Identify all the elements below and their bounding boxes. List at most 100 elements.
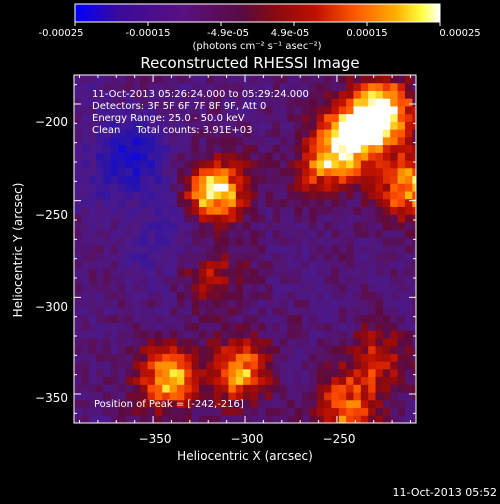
heatmap-cell — [360, 299, 369, 308]
heatmap-cell — [397, 260, 406, 269]
heatmap-cell — [132, 415, 141, 423]
heatmap-cell — [272, 345, 281, 354]
heatmap-cell — [206, 82, 215, 91]
heatmap-cell — [118, 353, 126, 362]
heatmap-cell — [346, 260, 354, 269]
heatmap-cell — [103, 399, 112, 409]
heatmap-cell — [375, 129, 384, 138]
heatmap-cell — [302, 237, 310, 246]
heatmap-cell — [309, 245, 318, 254]
heatmap-cell — [221, 291, 229, 300]
heatmap-cell — [353, 376, 362, 385]
heatmap-cell — [169, 198, 178, 207]
heatmap-cell — [272, 113, 281, 122]
heatmap-cell — [132, 252, 141, 262]
heatmap-cell — [382, 322, 391, 331]
heatmap-cell — [81, 237, 90, 246]
heatmap-cell — [118, 337, 126, 347]
heatmap-cell — [235, 167, 244, 177]
heatmap-cell — [412, 198, 416, 207]
heatmap-cell — [162, 82, 171, 91]
x-axis-label: Heliocentric X (arcsec) — [177, 449, 313, 463]
heatmap-cell — [147, 384, 156, 393]
heatmap-cell — [235, 221, 244, 231]
heatmap-cell — [279, 260, 288, 269]
heatmap-cell — [294, 136, 303, 146]
heatmap-cell — [147, 82, 156, 91]
heatmap-cell — [81, 160, 90, 169]
heatmap-cell — [287, 191, 296, 200]
heatmap-cell — [118, 260, 126, 269]
heatmap-cell — [88, 75, 97, 84]
heatmap-cell — [74, 152, 82, 161]
heatmap-cell — [228, 291, 237, 300]
heatmap-cell — [96, 198, 104, 207]
heatmap-cell — [294, 407, 303, 416]
heatmap-cell — [265, 75, 274, 84]
heatmap-cell — [272, 322, 281, 331]
heatmap-cell — [272, 198, 281, 207]
heatmap-cell — [235, 361, 244, 370]
heatmap-cell — [118, 361, 126, 370]
heatmap-cell — [353, 330, 362, 339]
heatmap-cell — [147, 75, 156, 84]
heatmap-cell — [96, 183, 104, 192]
heatmap-cell — [228, 129, 237, 138]
heatmap-cell — [375, 152, 384, 161]
heatmap-cell — [272, 283, 281, 293]
heatmap-cell — [368, 237, 377, 246]
heatmap-cell — [221, 206, 229, 215]
heatmap-cell — [235, 268, 244, 277]
heatmap-cell — [162, 299, 171, 308]
heatmap-cell — [243, 384, 252, 393]
heatmap-cell — [154, 268, 163, 277]
heatmap-cell — [96, 245, 104, 254]
heatmap-cell — [316, 276, 325, 285]
heatmap-cell — [103, 191, 112, 200]
heatmap-cell — [213, 175, 222, 184]
heatmap-cell — [140, 407, 149, 416]
heatmap-cell — [176, 98, 185, 107]
heatmap-cell — [346, 183, 354, 192]
heatmap-cell — [397, 75, 406, 84]
heatmap-cell — [162, 129, 171, 138]
heatmap-cell — [118, 167, 126, 177]
heatmap-cell — [110, 384, 119, 393]
heatmap-cell — [279, 175, 288, 184]
heatmap-cell — [140, 361, 149, 370]
heatmap-cell — [176, 82, 185, 91]
heatmap-cell — [309, 299, 318, 308]
heatmap-cell — [221, 368, 229, 378]
heatmap-cell — [147, 198, 156, 207]
heatmap-cell — [169, 314, 178, 323]
heatmap-cell — [353, 291, 362, 300]
heatmap-cell — [184, 105, 193, 115]
heatmap-cell — [360, 314, 369, 323]
heatmap-cell — [176, 183, 185, 192]
heatmap-cell — [228, 337, 237, 347]
heatmap-cell — [250, 175, 259, 184]
heatmap-cell — [235, 330, 244, 339]
heatmap-cell — [199, 183, 207, 192]
heatmap-cell — [412, 337, 416, 347]
heatmap-cell — [257, 407, 266, 416]
heatmap-cell — [206, 314, 215, 323]
colorbar — [74, 3, 441, 23]
heatmap-cell — [132, 214, 141, 223]
heatmap-cell — [243, 82, 252, 91]
heatmap-cell — [132, 384, 141, 393]
heatmap-cell — [184, 361, 193, 370]
heatmap-cell — [96, 229, 104, 238]
heatmap-cell — [302, 245, 310, 254]
heatmap-cell — [74, 221, 82, 231]
heatmap-cell — [397, 322, 406, 331]
heatmap-cell — [360, 191, 369, 200]
heatmap-cell — [110, 221, 119, 231]
heatmap-cell — [390, 90, 399, 99]
heatmap-cell — [338, 198, 347, 207]
heatmap-cell — [81, 314, 90, 323]
heatmap-cell — [353, 144, 362, 153]
heatmap-cell — [199, 191, 207, 200]
heatmap-cell — [390, 276, 399, 285]
heatmap-cell — [346, 245, 354, 254]
